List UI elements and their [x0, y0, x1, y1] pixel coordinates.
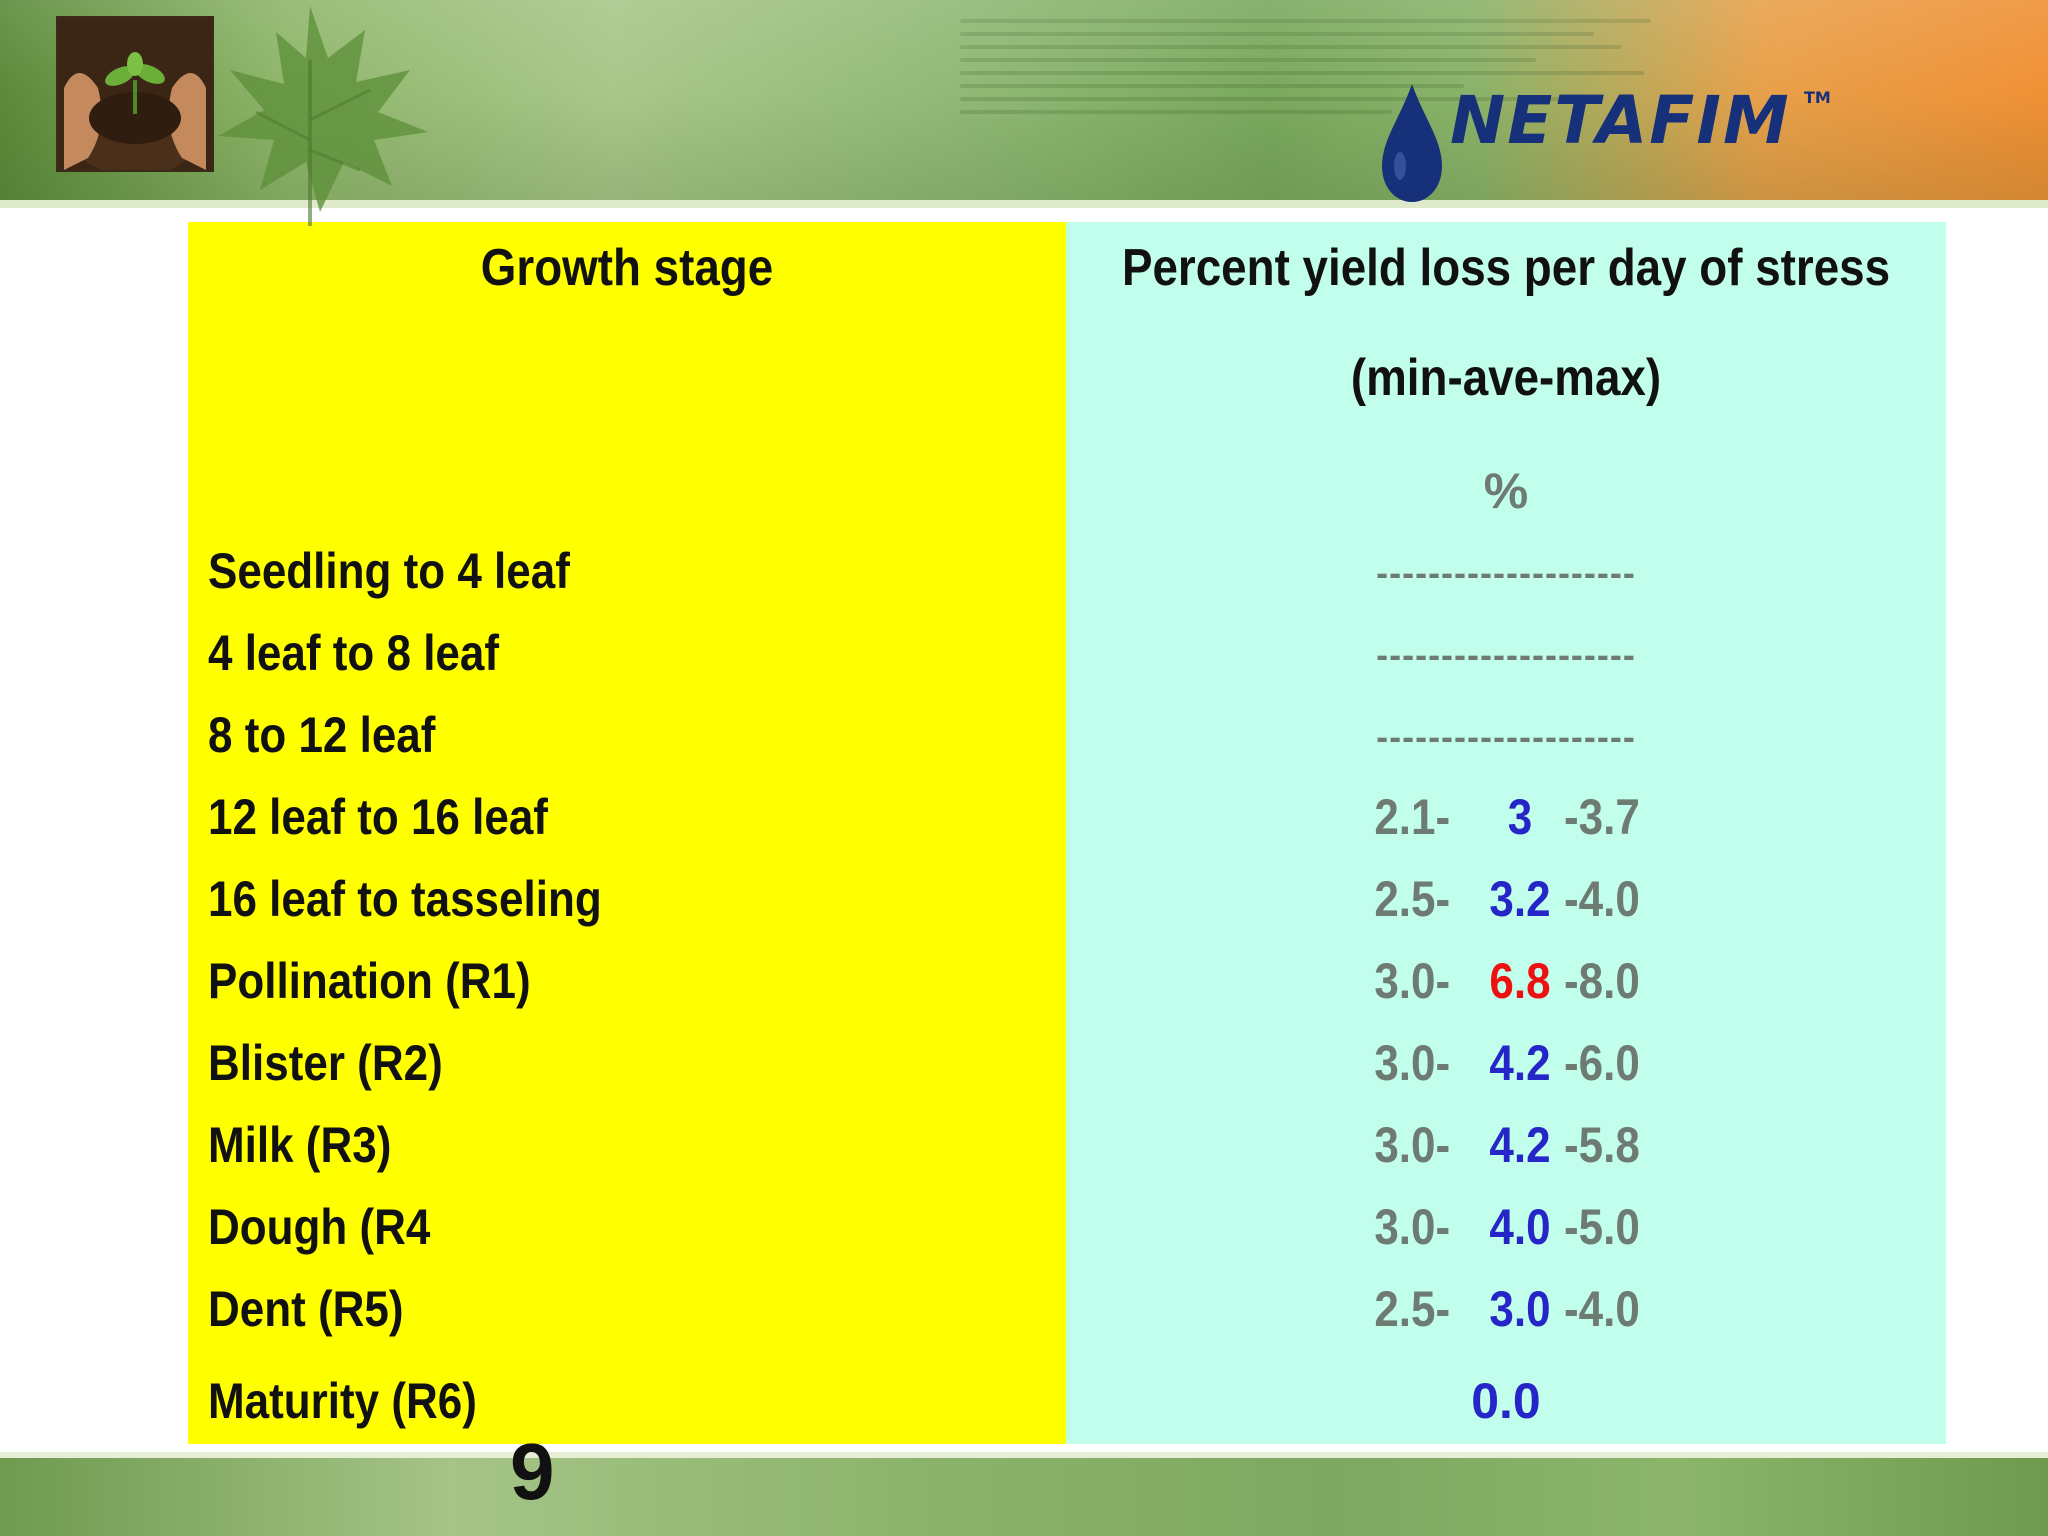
yield-loss-subheader: (min-ave-max): [1350, 349, 1662, 407]
growth-stage-header: Growth stage: [480, 239, 774, 297]
no-data-dashes: --------------------: [1376, 716, 1636, 757]
no-data-dashes: --------------------: [1376, 552, 1636, 593]
yield-loss-row: 2.1- 3 -3.7: [1066, 788, 1946, 848]
max-value: -8.0: [1564, 953, 1640, 1009]
stage-label: 4 leaf to 8 leaf: [208, 625, 500, 681]
min-value: 3.0-: [1374, 1035, 1450, 1091]
header-banner: [0, 0, 2048, 206]
no-data-dashes: --------------------: [1376, 634, 1636, 675]
min-value: 3.0-: [1374, 1199, 1450, 1255]
footer-banner: [0, 1458, 2048, 1536]
maple-leaf-icon: [160, 0, 460, 230]
min-value: 2.1-: [1374, 789, 1450, 845]
yield-loss-row: 3.0- 4.2 -5.8: [1066, 1116, 1946, 1176]
unit-label: %: [1483, 463, 1529, 519]
stage-label: 16 leaf to tasseling: [208, 871, 602, 927]
slide-number: 9: [510, 1427, 555, 1516]
average-value: 3.2: [1489, 871, 1551, 927]
min-value: 3.0-: [1374, 1117, 1450, 1173]
stage-label: Maturity (R6): [208, 1373, 477, 1429]
yield-loss-header: Percent yield loss per day of stress: [1121, 239, 1891, 297]
max-value: -5.0: [1564, 1199, 1640, 1255]
min-value: 2.5-: [1374, 1281, 1450, 1337]
stage-label: Blister (R2): [208, 1035, 443, 1091]
stage-label: Pollination (R1): [208, 953, 531, 1009]
max-value: -6.0: [1564, 1035, 1640, 1091]
stage-label: 8 to 12 leaf: [208, 707, 436, 763]
min-value: 3.0-: [1374, 953, 1450, 1009]
yield-loss-row: 3.0- 6.8 -8.0: [1066, 952, 1946, 1012]
netafim-wordmark: NETAFIM: [1450, 82, 1791, 159]
stage-label: Dent (R5): [208, 1281, 404, 1337]
min-value: 2.5-: [1374, 871, 1450, 927]
max-value: -5.8: [1564, 1117, 1640, 1173]
stage-label: 12 leaf to 16 leaf: [208, 789, 548, 845]
growth-stage-column: Growth stage Seedling to 4 leaf 4 leaf t…: [188, 222, 1066, 1444]
yield-loss-column: Percent yield loss per day of stress (mi…: [1066, 222, 1946, 1444]
average-value: 3.0: [1489, 1281, 1551, 1337]
average-value: 4.2: [1489, 1035, 1551, 1091]
average-value: 4.0: [1489, 1199, 1551, 1255]
average-value: 4.2: [1489, 1117, 1551, 1173]
footer-divider: [0, 1452, 2048, 1458]
stage-label: Dough (R4: [208, 1199, 431, 1255]
average-value-highlighted: 6.8: [1489, 953, 1551, 1009]
header-divider: [0, 200, 2048, 208]
maturity-value: 0.0: [1471, 1373, 1541, 1429]
yield-loss-row: 3.0- 4.0 -5.0: [1066, 1198, 1946, 1258]
trademark-symbol: TM: [1804, 88, 1831, 107]
yield-loss-row: 2.5- 3.2 -4.0: [1066, 870, 1946, 930]
stage-label: Seedling to 4 leaf: [208, 543, 570, 599]
max-value: -4.0: [1564, 1281, 1640, 1337]
average-value: 3: [1507, 789, 1533, 845]
netafim-logo: NETAFIM TM: [1370, 78, 1831, 208]
max-value: -3.7: [1564, 789, 1640, 845]
seedling-in-hands-photo: [56, 16, 214, 172]
max-value: -4.0: [1564, 871, 1640, 927]
yield-loss-row: 3.0- 4.2 -6.0: [1066, 1034, 1946, 1094]
water-drop-icon: [1382, 84, 1442, 202]
stage-label: Milk (R3): [208, 1117, 392, 1173]
yield-loss-row: 2.5- 3.0 -4.0: [1066, 1280, 1946, 1340]
